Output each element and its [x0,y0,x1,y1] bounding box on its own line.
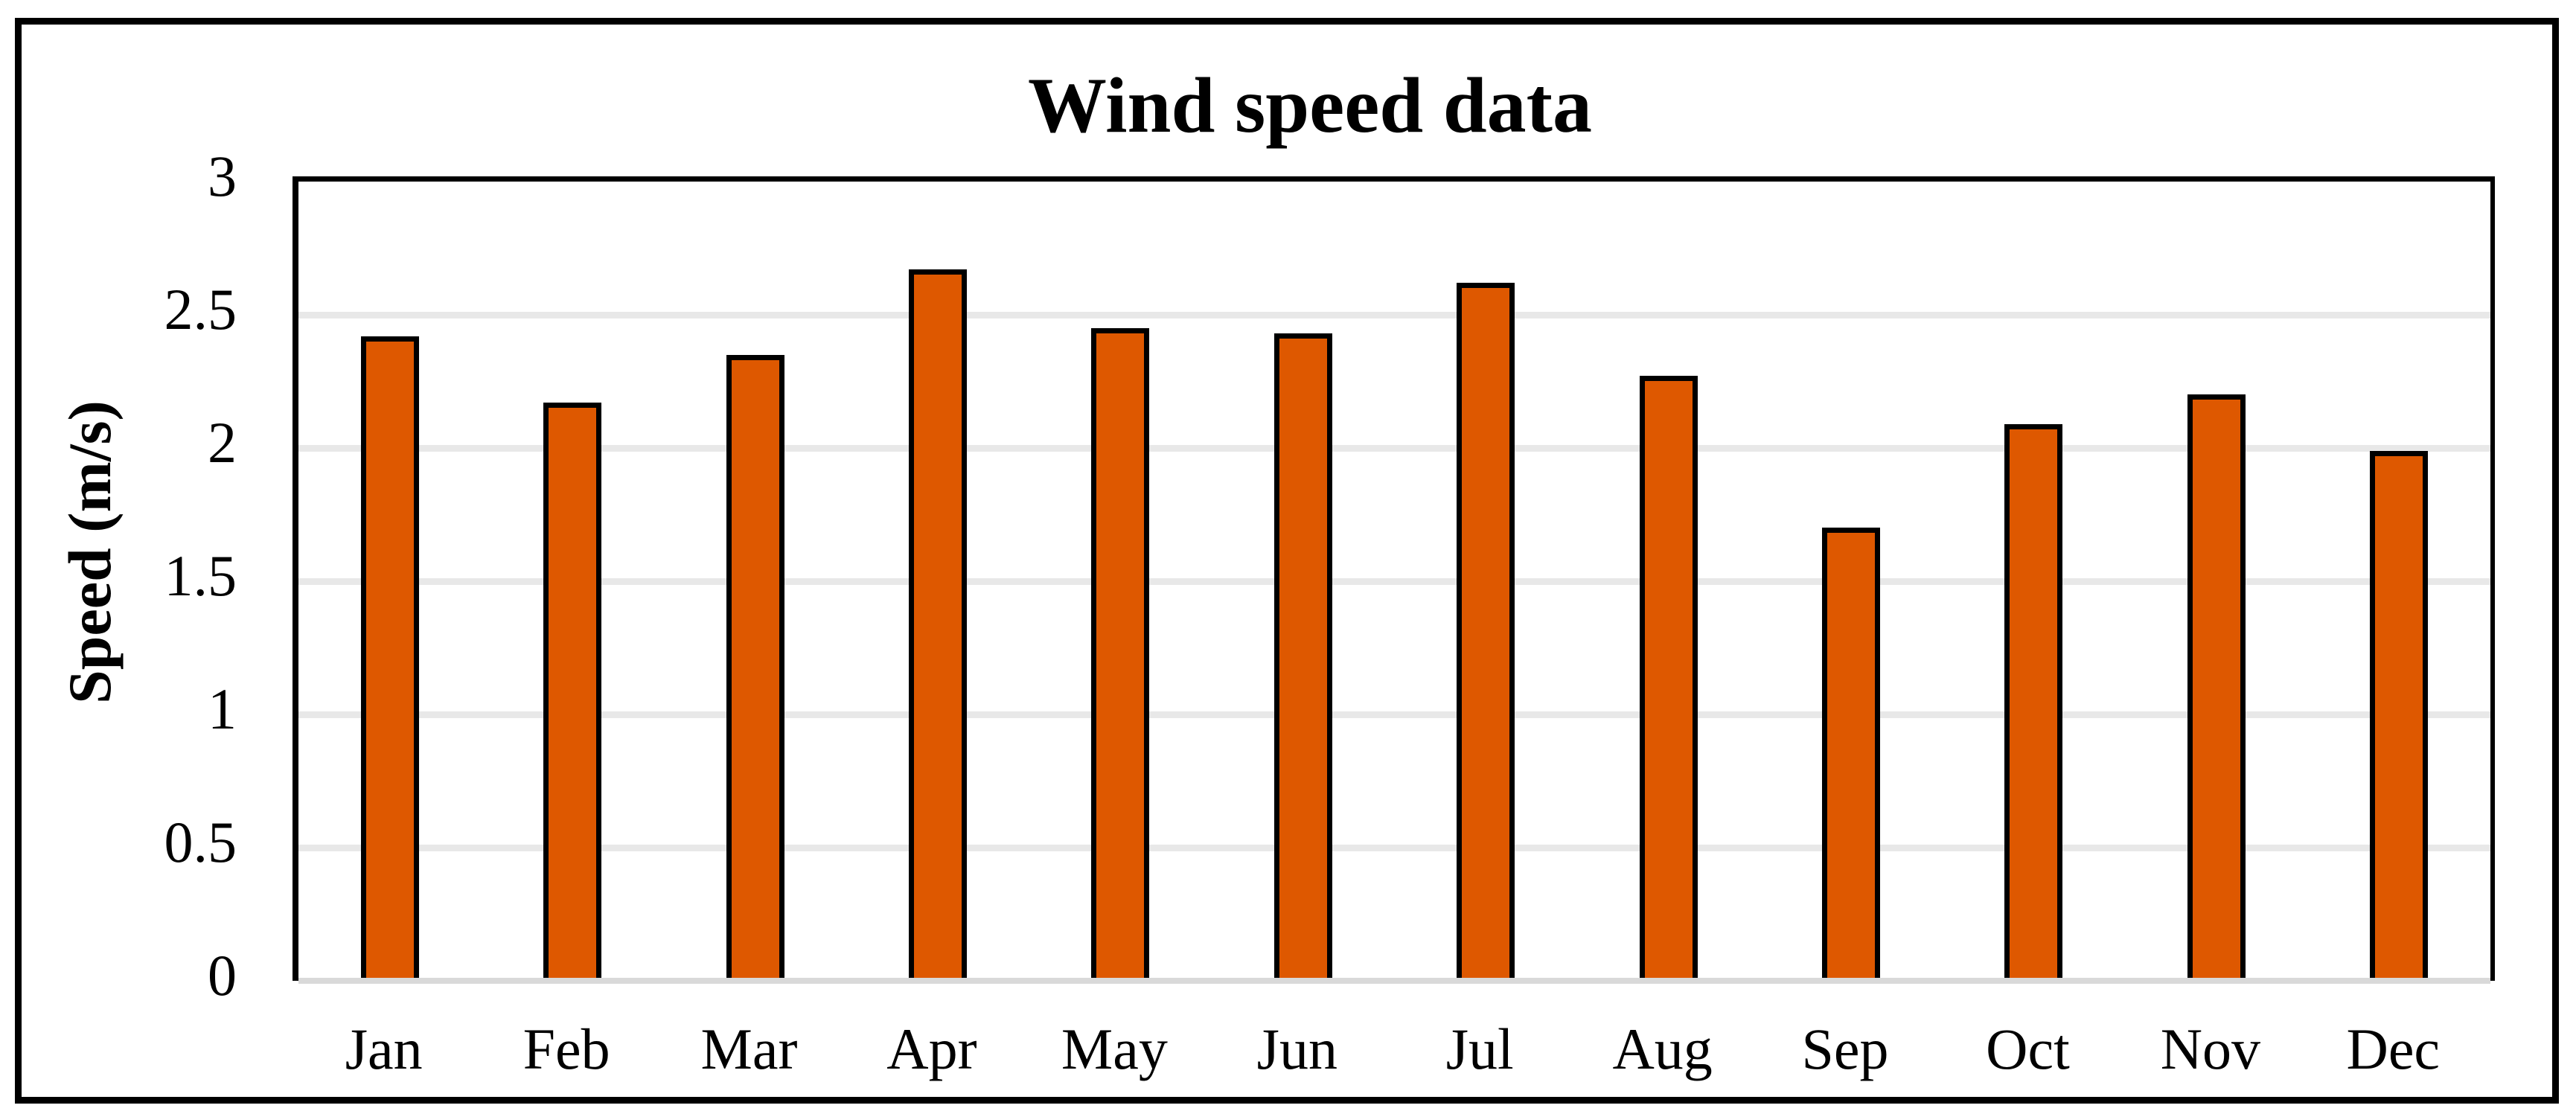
chart-outer-border [15,18,2559,1104]
bar-aug [1639,376,1698,981]
y-tick-label-0.5: 0.5 [164,810,237,874]
bar-sep [1822,528,1881,981]
bar-nov [2187,394,2246,981]
x-tick-label-feb: Feb [522,1017,610,1081]
gridline-2.5 [298,311,2490,318]
x-tick-label-jun: Jun [1256,1017,1337,1081]
bar-jul [1457,283,1515,981]
bar-jan [360,336,419,981]
y-tick-label-3: 3 [208,144,237,208]
x-tick-label-apr: Apr [886,1017,977,1081]
x-tick-label-mar: Mar [700,1017,798,1081]
y-tick-label-2: 2 [208,410,237,475]
bar-jun [1273,333,1332,981]
y-tick-label-0: 0 [208,943,237,1008]
bar-oct [2004,423,2063,981]
chart-title: Wind speed data [1028,62,1592,149]
plot-area [293,176,2495,984]
gridline-2 [298,444,2490,452]
x-tick-label-jan: Jan [345,1017,423,1081]
x-tick-label-dec: Dec [2346,1017,2441,1081]
bar-apr [908,269,967,981]
bar-feb [543,403,602,981]
x-tick-label-jul: Jul [1445,1017,1514,1081]
bar-dec [2370,450,2429,981]
gridline-1 [298,711,2490,718]
x-tick-label-oct: Oct [1986,1017,2070,1081]
y-tick-label-2.5: 2.5 [164,277,237,342]
gridline-0.5 [298,844,2490,851]
gridline-1.5 [298,577,2490,585]
x-tick-label-sep: Sep [1801,1017,1889,1081]
x-axis-zero-line [298,978,2490,984]
y-tick-label-1.5: 1.5 [164,543,237,608]
x-tick-label-nov: Nov [2160,1017,2261,1081]
x-tick-label-may: May [1061,1017,1168,1081]
bar-mar [726,354,784,981]
x-tick-label-aug: Aug [1612,1017,1713,1081]
y-tick-label-1: 1 [208,676,237,741]
bar-may [1091,327,1150,981]
